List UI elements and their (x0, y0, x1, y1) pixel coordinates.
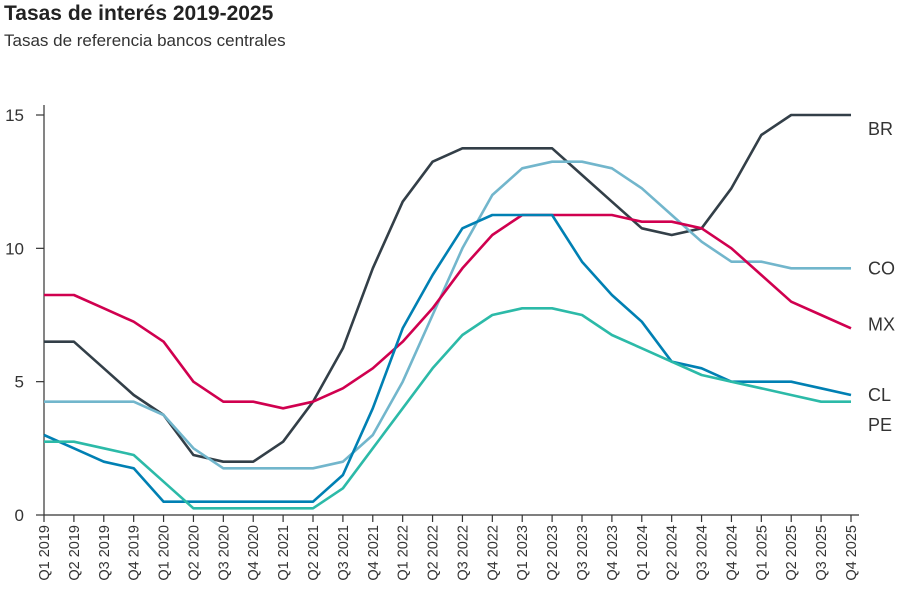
x-tick-label: Q1 2019 (37, 525, 53, 581)
x-tick-label: Q2 2020 (186, 525, 202, 581)
chart-title: Tasas de interés 2019-2025 (4, 2, 274, 25)
series-line-pe (44, 306, 851, 510)
series-label-co: CO (868, 258, 895, 278)
y-tick-label: 15 (5, 106, 24, 125)
x-tick-label: Q4 2020 (246, 525, 262, 581)
x-tick-label: Q4 2022 (485, 525, 501, 581)
series-label-mx: MX (868, 314, 895, 334)
x-tick-label: Q1 2024 (635, 525, 651, 581)
x-tick-label: Q2 2025 (784, 525, 800, 581)
x-tick-label: Q4 2021 (366, 525, 382, 581)
x-tick-label: Q1 2022 (396, 525, 412, 581)
y-tick-label: 10 (5, 239, 24, 258)
x-tick-label: Q3 2019 (97, 525, 113, 581)
chart-subtitle: Tasas de referencia bancos centrales (4, 31, 286, 50)
series-line-br (44, 113, 851, 464)
series-line-cl (43, 213, 852, 504)
x-tick-label: Q2 2024 (665, 525, 681, 581)
series-line-co (44, 160, 851, 470)
x-tick-label: Q4 2024 (724, 525, 740, 581)
series-label-pe: PE (868, 415, 892, 435)
x-tick-label: Q2 2019 (67, 525, 83, 581)
y-tick-label: 0 (15, 506, 24, 525)
x-tick-label: Q2 2022 (426, 525, 442, 581)
x-tick-label: Q4 2023 (605, 525, 621, 581)
x-tick-label: Q1 2023 (515, 525, 531, 581)
x-tick-label: Q2 2021 (306, 525, 322, 581)
x-tick-label: Q4 2025 (844, 525, 860, 581)
series-label-br: BR (868, 119, 893, 139)
x-tick-label: Q4 2019 (127, 525, 143, 581)
series-line-mx (44, 213, 852, 410)
x-tick-label: Q1 2021 (276, 525, 292, 581)
x-tick-label: Q3 2021 (336, 525, 352, 581)
x-tick-label: Q3 2022 (455, 525, 471, 581)
x-tick-label: Q3 2024 (695, 525, 711, 581)
x-tick-label: Q3 2023 (575, 525, 591, 581)
x-tick-label: Q3 2020 (216, 525, 232, 581)
x-tick-label: Q2 2023 (545, 525, 561, 581)
x-tick-label: Q3 2025 (814, 525, 830, 581)
x-tick-label: Q1 2020 (157, 525, 173, 581)
y-tick-label: 5 (15, 373, 24, 392)
series-label-cl: CL (868, 385, 891, 405)
x-tick-label: Q1 2025 (754, 525, 770, 581)
